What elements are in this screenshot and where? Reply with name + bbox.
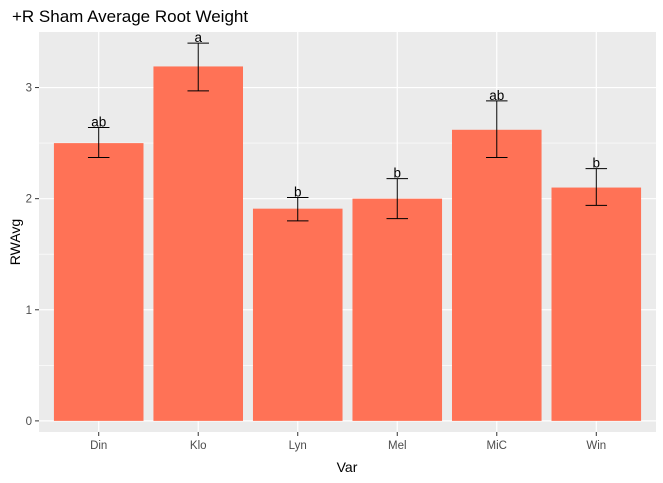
significance-label: b	[394, 166, 402, 181]
bar-klo	[153, 66, 244, 421]
x-tick-label: Klo	[190, 440, 207, 452]
x-tick-label: Mel	[388, 440, 407, 452]
significance-label: b	[593, 156, 601, 171]
bar-win	[551, 187, 642, 421]
bars	[53, 66, 642, 421]
y-tick-label: 3	[26, 83, 32, 95]
chart-title: +R Sham Average Root Weight	[12, 7, 248, 26]
x-tick-label: Lyn	[289, 440, 307, 452]
error-bars	[87, 42, 608, 222]
significance-label: b	[294, 185, 302, 200]
y-axis: 0 1 2 3	[26, 83, 39, 428]
x-axis-title: Var	[337, 459, 358, 475]
x-tick-label: Win	[586, 440, 606, 452]
bar-din	[53, 143, 144, 421]
significance-label: ab	[91, 115, 106, 130]
bar-mel	[352, 198, 443, 421]
error-bar-mel	[386, 178, 409, 220]
significance-label: ab	[489, 88, 504, 103]
significance-label: a	[194, 30, 202, 45]
error-bar-klo	[187, 42, 209, 92]
y-tick-label: 0	[26, 416, 32, 428]
bar-mic	[451, 129, 542, 421]
error-bar-mic	[486, 100, 508, 159]
bar-lyn	[252, 208, 343, 421]
y-tick-label: 2	[26, 194, 32, 206]
x-tick-label: Din	[90, 440, 107, 452]
y-tick-label: 1	[26, 305, 32, 317]
x-tick-label: MiC	[487, 440, 507, 452]
error-bar-lyn	[286, 197, 309, 222]
x-axis: Din Klo Lyn Mel MiC Win	[90, 432, 606, 452]
error-bar-din	[87, 127, 110, 159]
y-axis-title: RWAvg	[7, 219, 23, 265]
error-bar-win	[585, 168, 608, 206]
